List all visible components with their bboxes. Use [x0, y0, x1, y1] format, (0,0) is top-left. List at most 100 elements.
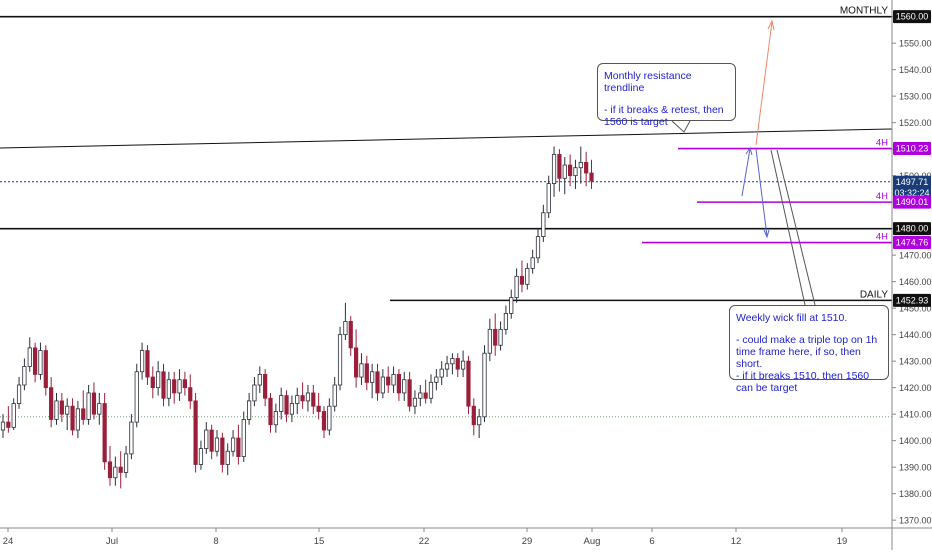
candle: [364, 355, 369, 391]
time-tick-label: 12: [731, 536, 742, 547]
candle: [370, 363, 375, 399]
candle: [337, 326, 343, 391]
candle-body: [150, 376, 155, 389]
candle-body: [450, 358, 455, 365]
candle: [530, 249, 535, 274]
candle: [188, 374, 193, 409]
candle: [375, 363, 380, 401]
time-axis[interactable]: 24 Jul 8 15 22 29 Aug 6 12 19: [0, 527, 932, 547]
candle-body: [129, 421, 134, 455]
candle: [27, 337, 32, 372]
candle: [455, 353, 460, 378]
candle-body: [6, 421, 11, 428]
candle-body: [477, 416, 482, 426]
candle-body: [380, 376, 385, 394]
candle-body: [519, 275, 525, 285]
candle-body: [241, 419, 246, 457]
candle: [568, 154, 573, 187]
price-tick-label: 1530.00: [899, 92, 932, 102]
candle-body: [139, 350, 145, 373]
candle-body: [364, 363, 369, 383]
price-tag-4h-mid: [893, 195, 931, 209]
candle: [166, 371, 171, 407]
candle: [498, 321, 503, 351]
price-tag-text-4h-low: 1474.76: [896, 238, 929, 248]
candle-body: [54, 400, 59, 420]
candle: [263, 369, 268, 407]
time-tick-label: Jul: [106, 536, 118, 547]
candle: [236, 424, 241, 465]
candle: [284, 390, 289, 423]
price-tag-text-4h-top: 1510.23: [896, 144, 929, 154]
candle-body: [348, 320, 353, 349]
candle: [332, 377, 337, 412]
candle-body: [509, 297, 514, 314]
candle-body: [284, 395, 289, 415]
candle-body: [59, 400, 64, 415]
candle: [541, 204, 546, 242]
candle-body: [535, 236, 541, 259]
candle: [139, 342, 145, 380]
candle-body: [428, 381, 434, 399]
candle-body: [353, 347, 359, 378]
candle: [519, 260, 525, 293]
candle: [353, 329, 359, 388]
candle: [487, 318, 492, 362]
candle: [407, 371, 412, 412]
candle: [439, 361, 444, 385]
candle-body: [487, 328, 492, 354]
candle-body: [337, 334, 343, 386]
candle-body: [11, 403, 16, 428]
candle-body: [530, 257, 535, 269]
monthly-resistance-note[interactable]: Monthly resistance trendline - if it bre…: [597, 63, 736, 128]
candle-body: [86, 392, 91, 420]
candle-body: [370, 371, 375, 383]
candle: [289, 395, 295, 423]
candle-body: [49, 387, 54, 420]
price-tick-label: 1450.00: [899, 304, 932, 314]
candle-body: [225, 450, 230, 465]
time-tick-label: 29: [522, 536, 533, 547]
time-tick-label: 15: [314, 536, 325, 547]
price-tag-text-level-1480: 1480.00: [896, 224, 929, 234]
candle-body: [573, 167, 578, 177]
price-tick-label: 1460.00: [899, 277, 932, 287]
level-label-4h-mid: 4H: [876, 191, 888, 202]
candle: [343, 302, 348, 340]
candle-body: [386, 376, 391, 386]
time-tick-label: 19: [837, 536, 848, 547]
candle: [460, 350, 466, 378]
price-tag-level-1480: [893, 222, 931, 236]
projection-up-arrowhead: [745, 146, 753, 156]
candle: [220, 432, 225, 473]
candle: [11, 398, 16, 431]
candle-body: [263, 373, 268, 399]
candle: [6, 406, 11, 433]
candle-body: [0, 421, 6, 431]
price-tag-text-current: 1497.71: [896, 177, 929, 187]
candle-body: [412, 397, 418, 407]
target-arrow: [755, 21, 773, 146]
candle-body: [402, 379, 407, 394]
candle-body: [182, 379, 187, 389]
price-tag-current: [893, 175, 931, 200]
level-label-monthly: MONTHLY: [840, 6, 888, 17]
price-axis[interactable]: 1370.00 1380.00 1390.00 1400.00 1410.00 1420.…: [891, 0, 932, 550]
candle-body: [396, 373, 402, 394]
candle: [412, 390, 418, 415]
candle-body: [38, 350, 43, 375]
candle-body: [562, 164, 567, 179]
price-tick-label: 1540.00: [899, 65, 932, 75]
candle-body: [493, 328, 498, 346]
monthly-trendline: [0, 128, 893, 149]
weekly-wick-note[interactable]: Weekly wick fill at 1510. - could make a…: [729, 305, 889, 394]
price-tag-4h-low: [893, 236, 931, 250]
drawings-layer: [0, 19, 893, 306]
candle: [321, 406, 327, 438]
candle: [471, 398, 476, 436]
candle: [359, 353, 364, 385]
price-tick-label: 1410.00: [899, 410, 932, 420]
